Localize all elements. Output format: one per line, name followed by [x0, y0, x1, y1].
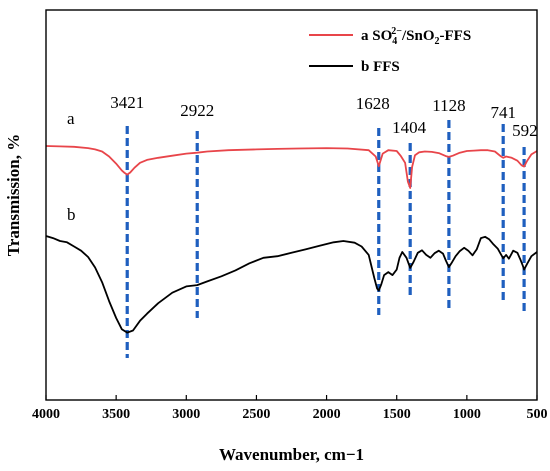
- x-tick-label: 1500: [383, 407, 411, 422]
- y-axis-title: Transmission, %: [4, 134, 23, 257]
- peak-label: 592: [512, 121, 538, 140]
- x-tick-label: 2000: [313, 407, 341, 422]
- peak-label: 3421: [110, 93, 144, 112]
- peak-label: 1628: [356, 94, 390, 113]
- legend-label-b: b FFS: [361, 59, 400, 75]
- x-tick-label: 3500: [102, 407, 130, 422]
- x-tick-label: 3000: [172, 407, 200, 422]
- peak-label: 741: [490, 103, 516, 122]
- legend-label-a: a SO42−/SnO2-FFS: [361, 26, 471, 47]
- peak-label: 1128: [432, 96, 465, 115]
- x-axis-title: Wavenumber, cm−1: [219, 445, 364, 464]
- x-tick-label: 2500: [242, 407, 270, 422]
- x-tick-label: 4000: [32, 407, 60, 422]
- series-line-b: [45, 235, 538, 334]
- curve-label-b: b: [67, 205, 76, 224]
- x-tick-label: 1000: [453, 407, 481, 422]
- plot-frame: [45, 9, 538, 401]
- series-line-a: [45, 145, 538, 189]
- peak-label: 1404: [392, 118, 427, 137]
- curve-label-a: a: [67, 109, 75, 128]
- legend: a SO42−/SnO2-FFS b FFS: [309, 26, 471, 75]
- peak-label: 2922: [180, 101, 214, 120]
- series-layer: [45, 145, 538, 334]
- curve-label-layer: ab: [67, 109, 76, 224]
- x-tick-label: 500: [527, 407, 548, 422]
- x-tick-layer: 4000 3500 3000 2500 2000 1500 1000 500: [32, 395, 548, 422]
